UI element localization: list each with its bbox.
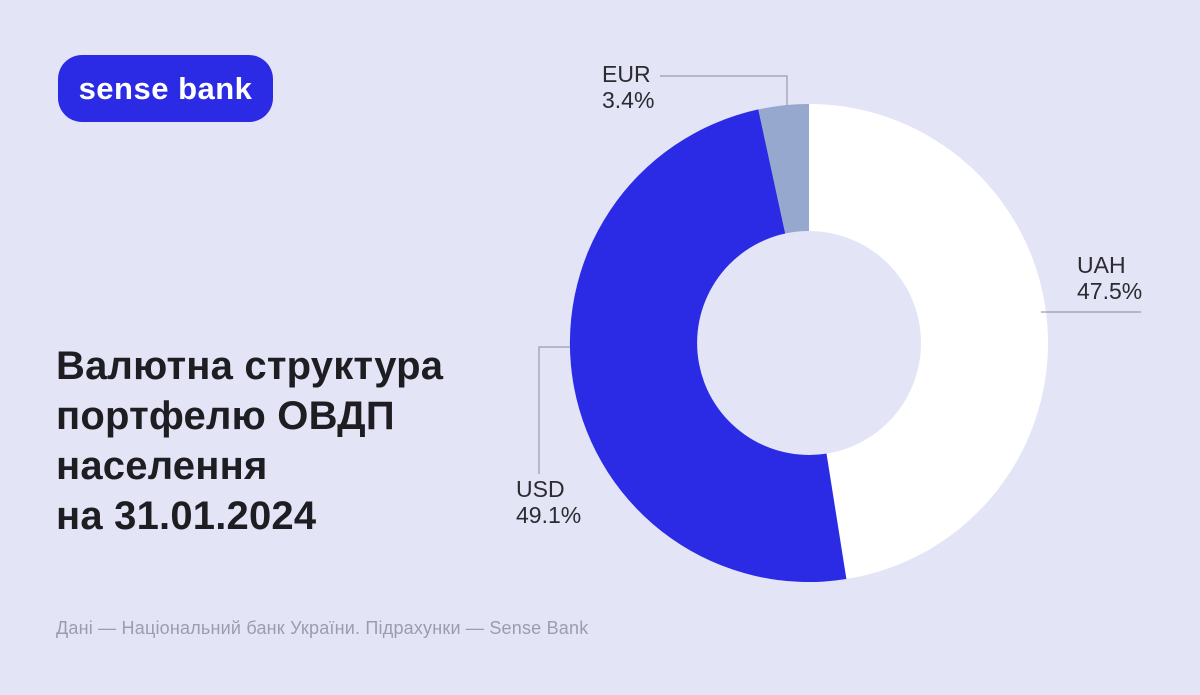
label-usd: USD 49.1%: [516, 476, 581, 528]
label-eur-name: EUR: [602, 61, 651, 87]
label-uah-value: 47.5%: [1077, 278, 1143, 304]
chart-title: Валютна структура портфелю ОВДП населенн…: [56, 344, 444, 538]
donut-slice-uah: [809, 104, 1049, 580]
label-usd-value: 49.1%: [516, 502, 582, 528]
usd-leader-line: [538, 346, 570, 474]
label-usd-name: USD: [516, 476, 565, 502]
source-note: Дані — Національний банк України. Підрах…: [56, 618, 589, 638]
label-uah: UAH 47.5%: [1077, 252, 1142, 304]
donut-slice-usd: [569, 109, 847, 583]
donut-slice-eur: [758, 103, 809, 234]
sense-bank-logo: sense bank: [58, 55, 273, 122]
donut-slices: [569, 103, 1049, 583]
logo-text: sense bank: [78, 70, 253, 106]
label-eur-value: 3.4%: [602, 87, 655, 113]
eur-leader-line: [660, 75, 788, 106]
label-eur: EUR 3.4%: [602, 61, 654, 113]
label-uah-name: UAH: [1077, 252, 1126, 278]
